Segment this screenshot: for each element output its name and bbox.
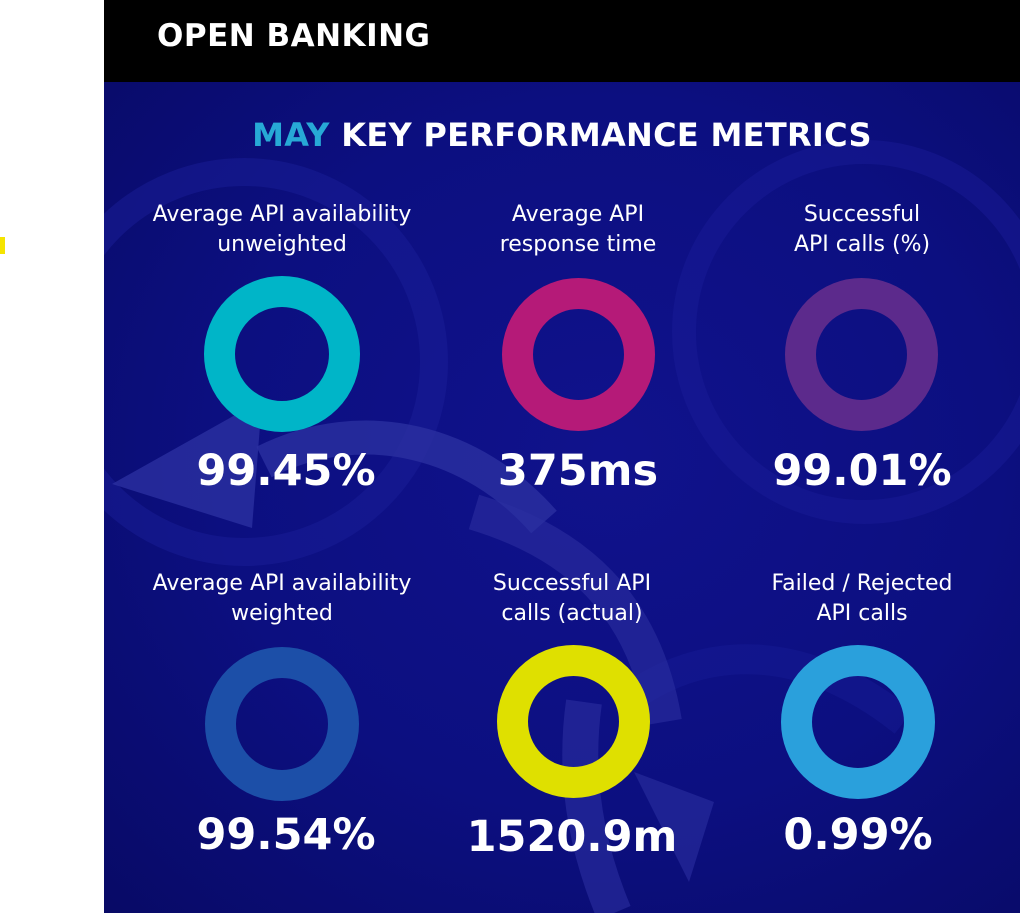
metric-label-line2: weighted: [231, 601, 333, 626]
metric-label-line2: API calls (%): [793, 232, 931, 257]
metric-value: 0.99%: [783, 810, 933, 860]
metric-value: 99.54%: [196, 810, 376, 860]
metric-label-line2: calls (actual): [501, 601, 643, 626]
donut-ring: [502, 278, 655, 431]
donut-ring: [785, 278, 938, 431]
panel-title-month: MAY: [252, 116, 330, 154]
metric-label-line1: Failed / Rejected: [771, 571, 953, 596]
metric-label-line1: Average API: [511, 202, 645, 227]
background-arrows-artwork: [104, 140, 1020, 913]
metric-label: Failed / Rejected API calls: [712, 569, 1012, 629]
metric-label-line2: API calls: [816, 601, 908, 626]
metric-label: Average API availability unweighted: [132, 200, 432, 260]
donut-ring: [204, 276, 360, 432]
metric-label-line1: Average API availability: [152, 571, 412, 596]
donut-ring: [781, 645, 935, 799]
metric-label: Successful API calls (actual): [422, 569, 722, 629]
metric-value: 99.45%: [196, 446, 376, 496]
metrics-panel: MAY KEY PERFORMANCE METRICS Average API …: [104, 82, 1020, 913]
panel-title-text: KEY PERFORMANCE METRICS: [329, 116, 872, 154]
panel-title: MAY KEY PERFORMANCE METRICS: [104, 116, 1020, 154]
metric-label-line2: unweighted: [217, 232, 347, 257]
donut-ring: [497, 645, 650, 798]
metric-label-line1: Average API availability: [152, 202, 412, 227]
metric-value: 1520.9m: [466, 812, 678, 862]
metric-label-line2: response time: [499, 232, 657, 257]
metric-label-line1: Successful: [803, 202, 921, 227]
donut-ring: [205, 647, 359, 801]
yellow-side-marker: [0, 237, 5, 254]
metric-value: 99.01%: [772, 446, 952, 496]
metric-label: Average API response time: [428, 200, 728, 260]
header-title: OPEN BANKING: [157, 18, 431, 54]
header-bar: OPEN BANKING: [104, 0, 1020, 82]
metric-value: 375ms: [497, 446, 659, 496]
metric-label-line1: Successful API: [492, 571, 652, 596]
metric-label: Successful API calls (%): [712, 200, 1012, 260]
metric-label: Average API availability weighted: [132, 569, 432, 629]
